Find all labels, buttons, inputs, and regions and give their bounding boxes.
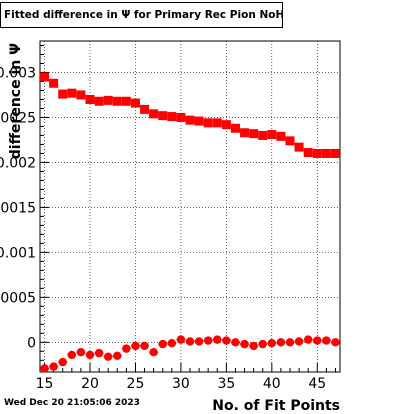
data-point-square <box>312 148 322 158</box>
y-tick-label: 0.0005 <box>0 290 36 306</box>
data-point-circle <box>113 351 122 361</box>
data-point-circle <box>76 348 86 357</box>
data-point-circle <box>249 341 258 351</box>
data-point-circle <box>231 338 240 347</box>
data-point-square <box>40 72 50 82</box>
data-point-square <box>85 94 95 104</box>
y-tick-label: 0.001 <box>0 245 36 261</box>
data-point-square <box>149 109 159 119</box>
x-tick-labels: 15 20 25 30 35 40 45 <box>36 376 327 392</box>
data-point-circle <box>203 336 213 345</box>
data-point-square <box>294 142 304 152</box>
data-point-square <box>58 89 68 99</box>
data-point-square <box>121 96 131 106</box>
data-point-square <box>303 148 313 158</box>
data-point-circle <box>267 339 277 348</box>
data-series <box>40 72 340 373</box>
data-point-square <box>276 131 286 141</box>
data-point-square <box>67 88 77 98</box>
data-point-circle <box>322 336 331 345</box>
y-tick-label: 0.003 <box>0 65 36 81</box>
data-point-circle <box>149 348 158 357</box>
x-tick-label: 25 <box>127 376 145 392</box>
data-point-square <box>212 118 222 128</box>
data-point-circle <box>185 337 195 346</box>
data-point-square <box>267 130 277 140</box>
data-point-circle <box>158 339 167 349</box>
data-point-circle <box>194 337 204 346</box>
data-point-square <box>230 123 240 133</box>
data-point-circle <box>94 348 104 358</box>
data-point-circle <box>240 339 249 349</box>
data-point-square <box>130 98 140 108</box>
data-point-circle <box>40 364 49 373</box>
chart-title: Fitted difference in Ψ for Primary Rec P… <box>0 2 283 28</box>
y-tick-labels: 0 0.0005 0.001 0.0015 0.002 0.0025 0.003 <box>0 65 36 351</box>
data-point-circle <box>176 335 186 344</box>
data-point-square <box>140 104 150 114</box>
data-point-square <box>185 115 195 125</box>
data-point-circle <box>103 352 113 361</box>
data-point-square <box>167 112 177 122</box>
data-point-circle <box>131 341 140 351</box>
timestamp: Wed Dec 20 21:05:06 2023 <box>4 398 140 408</box>
data-point-square <box>103 95 113 105</box>
data-point-circle <box>313 336 322 345</box>
data-point-circle <box>222 336 231 345</box>
data-point-circle <box>276 338 286 347</box>
y-tick-label: 0.0015 <box>0 200 36 216</box>
data-point-square <box>176 112 186 122</box>
y-tick-label: 0.0025 <box>0 110 36 126</box>
data-point-square <box>203 118 213 128</box>
x-axis-label: No. of Fit Points <box>212 398 340 414</box>
data-point-square <box>249 129 259 139</box>
data-point-square <box>321 148 331 158</box>
data-point-square <box>221 120 231 130</box>
data-point-circle <box>294 337 304 346</box>
data-point-square <box>258 130 268 140</box>
data-point-circle <box>303 335 313 344</box>
data-point-circle <box>85 350 95 360</box>
data-point-circle <box>122 344 131 353</box>
data-point-circle <box>167 339 177 348</box>
data-point-square <box>112 96 122 106</box>
data-point-square <box>285 136 295 146</box>
data-point-square <box>330 148 340 158</box>
data-point-circle <box>285 338 295 347</box>
data-point-square <box>194 116 204 126</box>
x-tick-label: 30 <box>172 376 190 392</box>
data-point-circle <box>331 338 340 347</box>
y-tick-label: 0.002 <box>0 155 36 171</box>
data-point-circle <box>49 362 58 371</box>
x-tick-label: 15 <box>36 376 54 392</box>
data-point-circle <box>58 357 67 367</box>
grid <box>40 41 340 372</box>
x-tick-label: 35 <box>217 376 235 392</box>
data-point-square <box>240 128 250 138</box>
data-point-circle <box>213 335 222 344</box>
data-point-square <box>49 78 59 88</box>
data-point-circle <box>140 341 149 351</box>
y-tick-label: 0 <box>27 335 36 351</box>
data-point-circle <box>258 339 267 349</box>
x-tick-label: 40 <box>263 376 281 392</box>
x-tick-label: 20 <box>81 376 99 392</box>
data-point-square <box>94 96 104 106</box>
data-point-square <box>158 111 168 121</box>
data-point-square <box>76 90 86 100</box>
y-axis-label: difference in Ψ <box>8 43 24 159</box>
data-point-circle <box>67 350 77 360</box>
x-tick-label: 45 <box>308 376 326 392</box>
